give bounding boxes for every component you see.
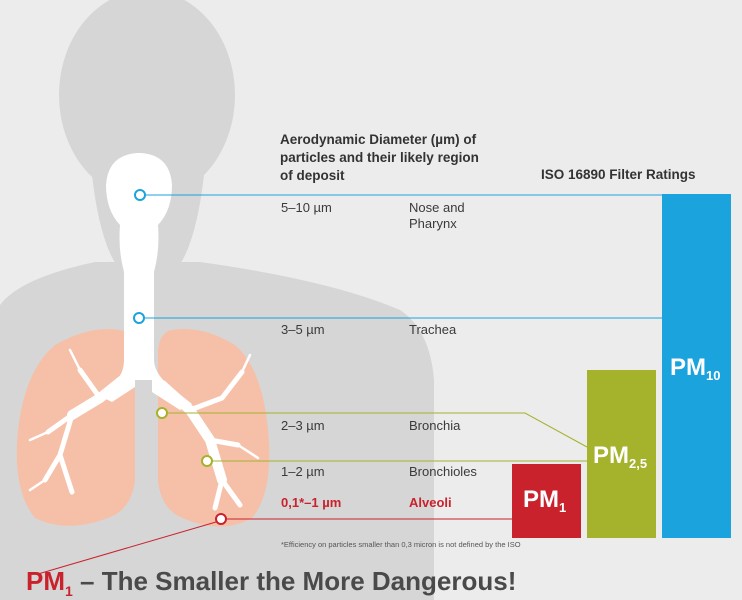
size-nose: 5–10 µm xyxy=(281,200,332,215)
diameter-heading-line3: of deposit xyxy=(280,168,345,183)
region-bronchia: Bronchia xyxy=(409,418,461,433)
bar-pm25-main: PM xyxy=(593,442,629,469)
bar-pm10: PM10 xyxy=(662,194,731,538)
marker-alveoli xyxy=(215,513,227,525)
region-nose-line2: Pharynx xyxy=(409,216,457,231)
bar-pm25: PM2,5 xyxy=(587,370,656,538)
bar-pm1: PM1 xyxy=(512,464,581,538)
bar-pm1-sub: 1 xyxy=(559,500,567,515)
deposit-markers xyxy=(133,189,227,525)
marker-bronchia xyxy=(156,407,168,419)
diameter-heading: Aerodynamic Diameter (µm) of particles a… xyxy=(280,131,530,185)
connector-lines xyxy=(37,194,662,575)
marker-trachea xyxy=(133,312,145,324)
region-trachea: Trachea xyxy=(409,322,457,337)
region-bronchioles: Bronchioles xyxy=(409,464,477,479)
tagline-text: – The Smaller the More Dangerous! xyxy=(72,566,517,596)
bar-pm10-main: PM xyxy=(670,354,706,381)
bar-pm1-main: PM xyxy=(523,486,559,513)
bar-pm25-sub: 2,5 xyxy=(629,456,648,471)
region-alveoli: Alveoli xyxy=(409,495,452,510)
size-bronchioles: 1–2 µm xyxy=(281,464,325,479)
bar-pm10-sub: 10 xyxy=(706,368,721,383)
footnote: *Efficiency on particles smaller than 0,… xyxy=(281,540,521,549)
connector-tagline xyxy=(37,521,217,575)
size-trachea: 3–5 µm xyxy=(281,322,325,337)
bar-pm1-label: PM1 xyxy=(523,486,567,515)
size-alveoli: 0,1*–1 µm xyxy=(281,495,342,510)
tagline-pm: PM xyxy=(26,566,65,596)
size-bronchia: 2–3 µm xyxy=(281,418,325,433)
region-nose: Nose and Pharynx xyxy=(409,200,465,232)
marker-bronchioles xyxy=(201,455,213,467)
tagline-pm-sub: 1 xyxy=(65,583,73,599)
iso-ratings-heading: ISO 16890 Filter Ratings xyxy=(541,167,696,182)
tagline: PM1 – The Smaller the More Dangerous! xyxy=(26,566,517,599)
region-nose-line1: Nose and xyxy=(409,200,465,215)
marker-nose xyxy=(134,189,146,201)
connector-bronchia xyxy=(167,412,588,448)
bar-pm10-label: PM10 xyxy=(670,354,721,383)
bar-pm25-label: PM2,5 xyxy=(593,442,648,471)
diameter-heading-line2: particles and their likely region xyxy=(280,150,479,165)
nasal-cavity-and-trachea xyxy=(100,153,192,410)
diameter-heading-line1: Aerodynamic Diameter (µm) of xyxy=(280,132,477,147)
